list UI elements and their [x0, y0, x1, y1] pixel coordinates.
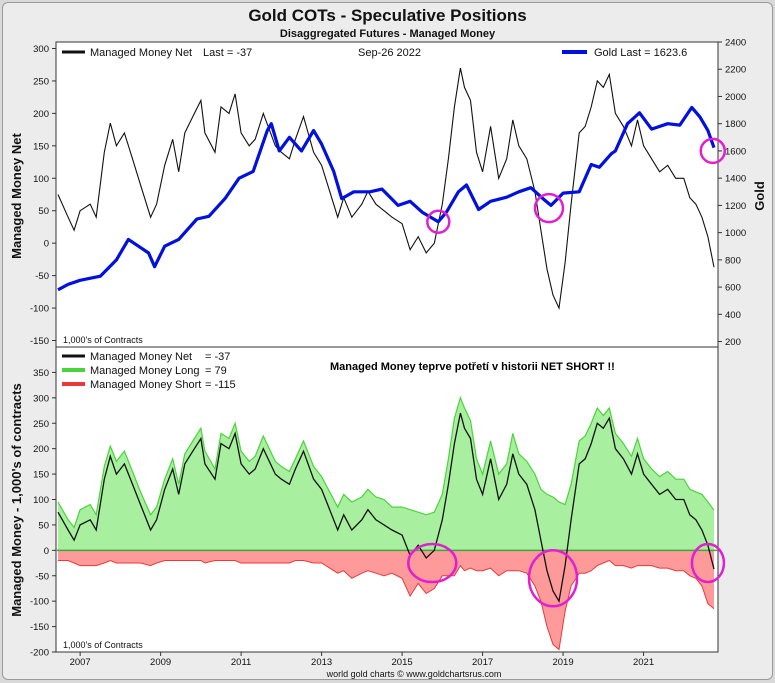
bottom-ytick-label: 50 — [38, 520, 49, 531]
top-ytick-right-label: 1400 — [725, 174, 746, 185]
top-ytick-label: 50 — [38, 206, 49, 217]
bottom-ytick-label: 100 — [33, 495, 49, 506]
chart-title: Gold COTs - Speculative Positions — [248, 6, 527, 25]
bottom-net-line — [57, 412, 715, 604]
top-ytick-right-label: 1000 — [725, 228, 746, 239]
bottom-ytick-label: 250 — [33, 419, 49, 430]
bottom-xtick-label: 2011 — [231, 657, 251, 668]
top-gold-line — [57, 105, 716, 292]
bottom-ytick-label: 300 — [33, 393, 49, 404]
bottom-ytick-label: -200 — [30, 648, 49, 659]
top-date: Sep-26 2022 — [358, 47, 421, 59]
top-ytick-label: 100 — [33, 174, 49, 185]
bottom-xtick-label: 2015 — [392, 657, 413, 668]
legend-gold-label: Gold Last = 1623.6 — [594, 47, 687, 59]
top-ytick-right-label: 2000 — [725, 92, 746, 103]
legend-b-long-last: = 79 — [205, 365, 227, 377]
bottom-xtick-label: 2009 — [150, 657, 171, 668]
top-ylabel-right: Gold — [752, 181, 767, 211]
bottom-ytick-label: 0 — [44, 546, 49, 557]
top-net-line — [57, 67, 715, 311]
bottom-ytick-label: 350 — [33, 368, 49, 379]
bottom-ytick-label: 150 — [33, 470, 49, 481]
top-highlight-circle — [533, 192, 565, 224]
bottom-xtick-label: 2017 — [472, 657, 493, 668]
bottom-ylabel: Managed Money - 1,000's of contracts — [9, 383, 24, 617]
bottom-xtick-label: 2013 — [311, 657, 332, 668]
legend-net-last: Last = -37 — [203, 47, 252, 59]
top-ytick-right-label: 600 — [725, 283, 741, 294]
bottom-long-line — [57, 395, 715, 529]
bottom-xtick-label: 2007 — [70, 657, 91, 668]
bottom-ytick-label: 200 — [33, 444, 49, 455]
bottom-highlight-circle — [690, 542, 726, 584]
legend-b-short-last: = -115 — [205, 379, 236, 391]
top-highlight-circle — [426, 209, 451, 234]
bottom-short-line — [58, 559, 715, 651]
bottom-long-area — [58, 397, 714, 551]
bottom-highlight-circle — [407, 542, 458, 584]
bottom-ytick-label: -150 — [30, 622, 49, 633]
legend-b-net-last: = -37 — [205, 351, 230, 363]
legend-net-label: Managed Money Net — [90, 47, 192, 59]
top-ytick-right-label: 200 — [725, 337, 741, 348]
bottom-xtick-label: 2021 — [633, 657, 654, 668]
bottom-highlight-circle — [527, 549, 579, 608]
top-ytick-label: -100 — [30, 304, 49, 315]
top-ytick-right-label: 1600 — [725, 146, 746, 157]
top-ytick-right-label: 1200 — [725, 201, 746, 212]
bottom-short-area — [58, 550, 714, 650]
top-ytick-right-label: 2400 — [725, 38, 746, 49]
top-ytick-label: 300 — [33, 44, 49, 55]
top-ytick-label: 250 — [33, 76, 49, 87]
top-ytick-label: -150 — [30, 336, 49, 347]
legend-b-short-label: Managed Money Short — [90, 379, 201, 391]
top-ytick-label: 200 — [33, 109, 49, 120]
footer-credit: world gold charts © www.goldchartsrus.co… — [326, 669, 502, 679]
bottom-ytick-label: -50 — [35, 571, 49, 582]
top-ytick-right-label: 400 — [725, 310, 741, 321]
top-ytick-right-label: 1800 — [725, 119, 746, 130]
top-ytick-label: 0 — [44, 239, 49, 250]
top-ytick-right-label: 800 — [725, 255, 741, 266]
legend-b-net-label: Managed Money Net — [90, 351, 192, 363]
bottom-ytick-label: -100 — [30, 597, 49, 608]
top-ytick-right-label: 2200 — [725, 65, 746, 76]
top-units-note: 1,000's of Contracts — [63, 335, 143, 345]
top-highlight-circle — [699, 137, 727, 165]
top-ytick-label: 150 — [33, 141, 49, 152]
top-ylabel: Managed Money Net — [9, 132, 24, 258]
bottom-xtick-label: 2019 — [552, 657, 573, 668]
bottom-annotation: Managed Money teprve potřetí v historii … — [330, 361, 615, 373]
legend-b-long-label: Managed Money Long — [90, 365, 199, 377]
chart-subtitle: Disaggregated Futures - Managed Money — [279, 28, 496, 40]
bottom-units-note: 1,000's of Contracts — [63, 640, 143, 650]
top-ytick-label: -50 — [35, 271, 49, 282]
